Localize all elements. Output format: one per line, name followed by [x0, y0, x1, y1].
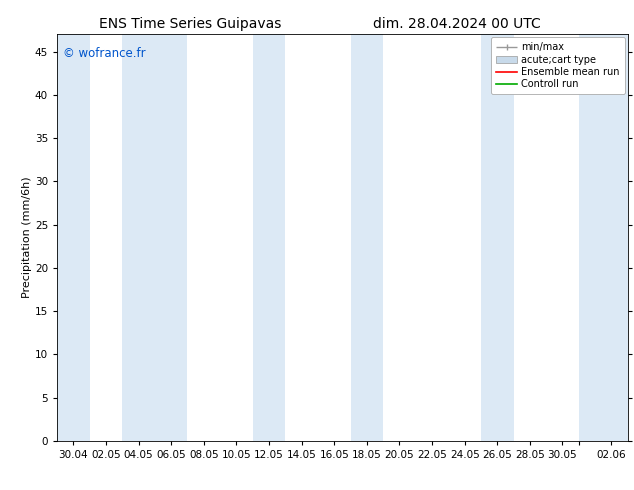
Bar — [351, 34, 383, 441]
Bar — [579, 34, 628, 441]
Bar — [122, 34, 188, 441]
Text: ENS Time Series Guipavas: ENS Time Series Guipavas — [99, 17, 281, 31]
Bar — [57, 34, 89, 441]
Text: dim. 28.04.2024 00 UTC: dim. 28.04.2024 00 UTC — [373, 17, 540, 31]
Text: © wofrance.fr: © wofrance.fr — [63, 47, 145, 59]
Y-axis label: Precipitation (mm/6h): Precipitation (mm/6h) — [22, 177, 32, 298]
Legend: min/max, acute;cart type, Ensemble mean run, Controll run: min/max, acute;cart type, Ensemble mean … — [491, 37, 624, 94]
Bar — [253, 34, 285, 441]
Bar — [481, 34, 514, 441]
